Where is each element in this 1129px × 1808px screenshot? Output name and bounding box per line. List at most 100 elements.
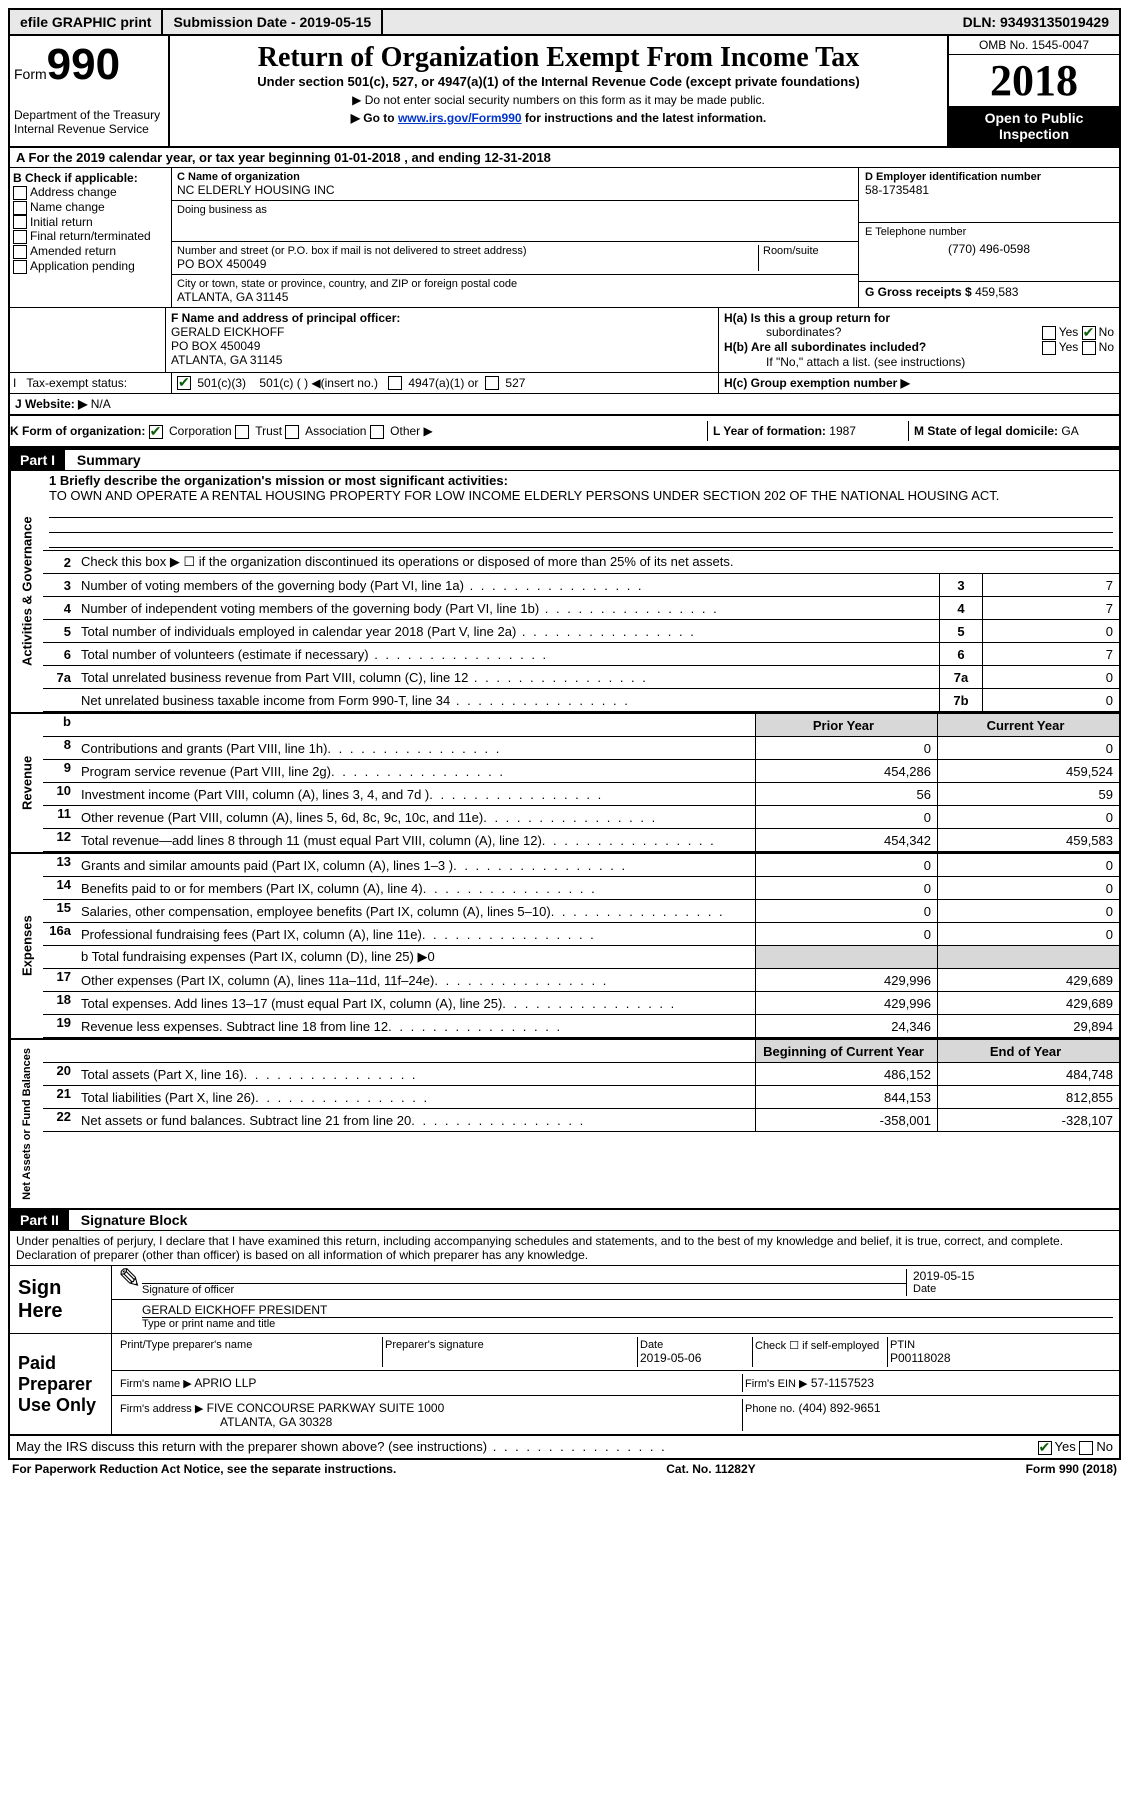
side-revenue: Revenue — [10, 714, 43, 852]
ein-row: D Employer identification number 58-1735… — [859, 168, 1119, 223]
part2-title: Signature Block — [73, 1212, 188, 1228]
expense-line: 16aProfessional fundraising fees (Part I… — [43, 923, 1119, 946]
firm-ein: 57-1157523 — [811, 1376, 874, 1390]
form-label: Form — [14, 66, 47, 82]
side-expenses: Expenses — [10, 854, 43, 1038]
firm-addr-label: Firm's address ▶ — [120, 1403, 203, 1415]
part2-bar: Part II Signature Block — [8, 1210, 1121, 1231]
footer-row: For Paperwork Reduction Act Notice, see … — [8, 1460, 1121, 1478]
preparer-line1: Print/Type preparer's name Preparer's si… — [112, 1334, 1119, 1371]
dept-treasury: Department of the Treasury — [14, 108, 164, 122]
prep-print-label: Print/Type preparer's name — [120, 1339, 380, 1351]
preparer-line2: Firm's name ▶ APRIO LLP Firm's EIN ▶ 57-… — [112, 1371, 1119, 1396]
expense-line: 18Total expenses. Add lines 13–17 (must … — [43, 992, 1119, 1015]
ptin-label: PTIN — [890, 1339, 1111, 1351]
room-label: Room/suite — [763, 245, 853, 257]
cb-assoc[interactable] — [285, 425, 299, 439]
cb-amended[interactable]: Amended return — [13, 244, 168, 259]
cb-527[interactable] — [485, 376, 499, 390]
cb-other[interactable] — [370, 425, 384, 439]
current-year-header: Current Year — [937, 714, 1119, 736]
firm-ein-label: Firm's EIN ▶ — [745, 1378, 808, 1390]
section-d: D Employer identification number 58-1735… — [858, 168, 1119, 307]
expense-line: 13Grants and similar amounts paid (Part … — [43, 854, 1119, 877]
cb-initial-label: Initial return — [30, 215, 93, 229]
instr2-post: for instructions and the latest informat… — [522, 111, 767, 125]
side-governance: Activities & Governance — [10, 471, 43, 712]
prep-check-label: Check ☐ if self-employed — [755, 1339, 885, 1352]
org-name-label: C Name of organization — [177, 171, 853, 183]
opt-4947: 4947(a)(1) or — [408, 376, 478, 390]
irs-label: Internal Revenue Service — [14, 122, 164, 136]
revenue-line: 9Program service revenue (Part VIII, lin… — [43, 760, 1119, 783]
netassets-block: Net Assets or Fund Balances Beginning of… — [8, 1040, 1121, 1210]
tax-exempt-opts: 501(c)(3) 501(c) ( ) ◀(insert no.) 4947(… — [172, 373, 719, 394]
cb-addr-label: Address change — [30, 185, 117, 199]
cb-address-change[interactable]: Address change — [13, 185, 168, 200]
city-label: City or town, state or province, country… — [177, 278, 517, 290]
expense-line: 19Revenue less expenses. Subtract line 1… — [43, 1015, 1119, 1038]
section-klm: K Form of organization: Corporation Trus… — [8, 416, 1121, 448]
hc-row: H(c) Group exemption number ▶ — [719, 373, 1119, 394]
signer-name-label: Type or print name and title — [142, 1317, 1113, 1330]
footer-center: Cat. No. 11282Y — [666, 1462, 755, 1476]
sign-here-row: Sign Here ✎ Signature of officer 2019-05… — [10, 1266, 1119, 1334]
hb-note: If "No," attach a list. (see instruction… — [724, 355, 1114, 369]
revenue-block: Revenue b Prior Year Current Year 8Contr… — [8, 714, 1121, 854]
dln-label: DLN: 93493135019429 — [953, 10, 1119, 34]
expense-line: 14Benefits paid to or for members (Part … — [43, 877, 1119, 900]
sign-date-label: Date — [913, 1283, 1113, 1295]
expenses-block: Expenses 13Grants and similar amounts pa… — [8, 854, 1121, 1040]
discuss-yesno: Yes No — [1038, 1439, 1113, 1455]
k-corp: Corporation — [169, 424, 232, 438]
l-label: L Year of formation: — [713, 424, 826, 438]
form-subtitle: Under section 501(c), 527, or 4947(a)(1)… — [176, 74, 941, 89]
netassets-header-row: Beginning of Current Year End of Year — [43, 1040, 1119, 1063]
line-2: 2 Check this box ▶ ☐ if the organization… — [43, 551, 1119, 574]
cb-initial-return[interactable]: Initial return — [13, 215, 168, 230]
signer-name: GERALD EICKHOFF PRESIDENT — [142, 1303, 1113, 1317]
sign-date: 2019-05-15 — [913, 1269, 1113, 1283]
section-b: B Check if applicable: Address change Na… — [10, 168, 172, 307]
cb-4947[interactable] — [388, 376, 402, 390]
section-b-label: B Check if applicable: — [13, 171, 168, 185]
k-trust: Trust — [255, 424, 282, 438]
cb-pending[interactable]: Application pending — [13, 259, 168, 274]
part1-title: Summary — [69, 452, 141, 468]
gov-line: 5Total number of individuals employed in… — [43, 620, 1119, 643]
cb-501c3[interactable] — [177, 376, 191, 390]
section-bcd: B Check if applicable: Address change Na… — [8, 168, 1121, 308]
sig-officer-label: Signature of officer — [142, 1284, 906, 1296]
tax-year: 2018 — [949, 55, 1119, 106]
form990-link[interactable]: www.irs.gov/Form990 — [398, 111, 522, 125]
preparer-row: Paid Preparer Use Only Print/Type prepar… — [10, 1334, 1119, 1434]
revenue-line: 8Contributions and grants (Part VIII, li… — [43, 737, 1119, 760]
ha-yesno: Yes No — [1042, 325, 1114, 340]
website-value: N/A — [91, 397, 111, 411]
sig-officer-line: ✎ Signature of officer 2019-05-15 Date — [112, 1266, 1119, 1300]
cb-name-change[interactable]: Name change — [13, 200, 168, 215]
l-value: 1987 — [829, 424, 856, 438]
instruction-1: ▶ Do not enter social security numbers o… — [176, 93, 941, 107]
efile-label[interactable]: efile GRAPHIC print — [10, 10, 163, 34]
section-k: K Form of organization: Corporation Trus… — [10, 424, 707, 439]
revenue-header-row: b Prior Year Current Year — [43, 714, 1119, 737]
ein-value: 58-1735481 — [865, 183, 1113, 197]
header-right: OMB No. 1545-0047 2018 Open to Public In… — [947, 36, 1119, 146]
form-header: Form990 Department of the Treasury Inter… — [8, 36, 1121, 148]
line2-text: Check this box ▶ ☐ if the organization d… — [77, 552, 1119, 572]
ha-sub: subordinates? — [724, 325, 841, 340]
k-assoc: Association — [305, 424, 366, 438]
firm-name: APRIO LLP — [194, 1376, 256, 1390]
governance-block: Activities & Governance 1 Briefly descri… — [8, 471, 1121, 714]
gross-row: G Gross receipts $ 459,583 — [859, 282, 1119, 302]
cb-corp[interactable] — [149, 425, 163, 439]
phone-label: E Telephone number — [865, 226, 1113, 238]
cb-pending-label: Application pending — [30, 259, 135, 273]
revenue-line: 12Total revenue—add lines 8 through 11 (… — [43, 829, 1119, 852]
cb-trust[interactable] — [235, 425, 249, 439]
cb-final-return[interactable]: Final return/terminated — [13, 229, 168, 244]
org-name-row: C Name of organization NC ELDERLY HOUSIN… — [172, 168, 858, 201]
ptin-value: P00118028 — [890, 1351, 1111, 1365]
header-center: Return of Organization Exempt From Incom… — [170, 36, 947, 146]
